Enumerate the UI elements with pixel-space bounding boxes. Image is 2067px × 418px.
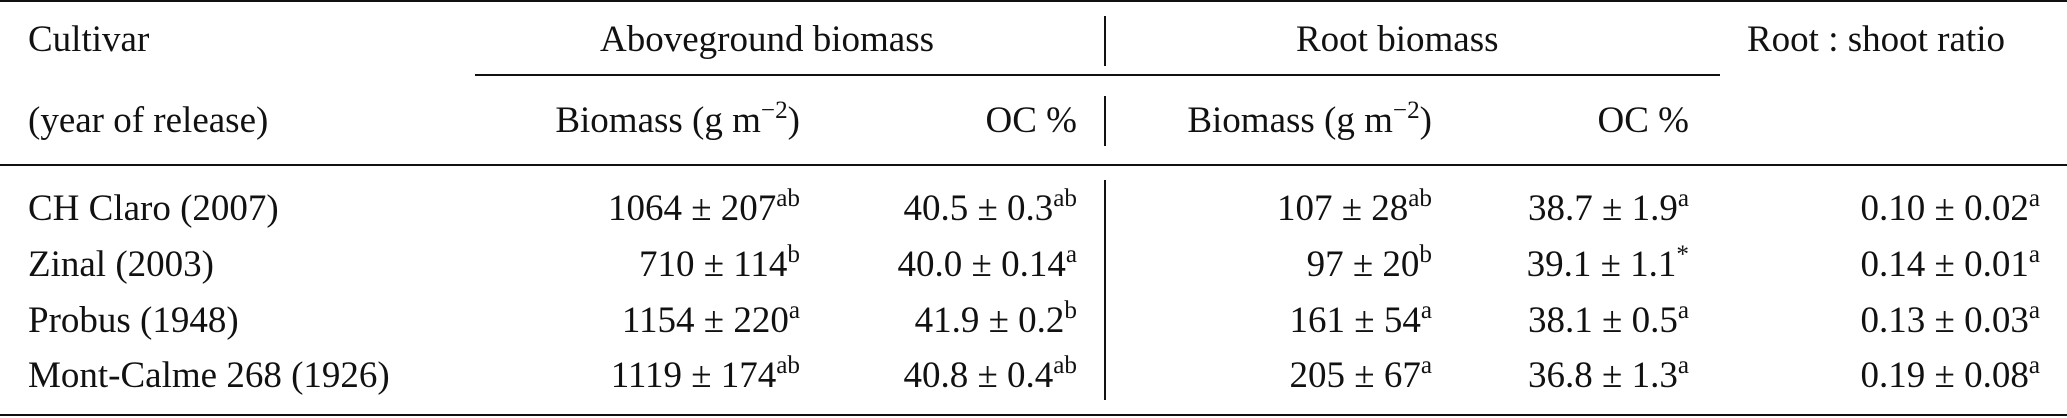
cell-root-biomass: 205 ± 67a xyxy=(1289,352,1432,396)
cell-root-oc: 36.8 ± 1.3a xyxy=(1528,352,1689,396)
cell-ratio: 0.10 ± 0.02a xyxy=(1860,185,2040,229)
aboveground-group-rule xyxy=(475,74,1105,76)
cell-ratio: 0.13 ± 0.03a xyxy=(1860,297,2040,341)
cell-root-biomass: 161 ± 54a xyxy=(1289,297,1432,341)
cell-root-biomass: 107 ± 28ab xyxy=(1276,185,1432,229)
cell-ratio: 0.14 ± 0.01a xyxy=(1860,241,2040,285)
header-aboveground-biomass: Aboveground biomass xyxy=(600,19,934,60)
cell-ag-biomass: 1064 ± 207ab xyxy=(607,185,800,229)
header-root-biomass: Root biomass xyxy=(1296,19,1499,60)
cell-root-biomass: 97 ± 20b xyxy=(1306,241,1432,285)
header-ag-oc: OC % xyxy=(985,100,1077,141)
header-year-of-release: (year of release) xyxy=(28,100,269,141)
cell-root-oc: 38.1 ± 0.5a xyxy=(1528,297,1689,341)
header-root-oc: OC % xyxy=(1597,100,1689,141)
header-root-biomass-unit: Biomass (g m−2) xyxy=(1187,97,1432,141)
cell-cultivar: CH Claro (2007) xyxy=(28,188,279,229)
cell-ag-biomass: 1119 ± 174ab xyxy=(610,352,800,396)
cell-ag-oc: 40.0 ± 0.14a xyxy=(897,241,1077,285)
cell-ratio: 0.19 ± 0.08a xyxy=(1860,352,2040,396)
cell-root-oc: 39.1 ± 1.1* xyxy=(1526,241,1689,285)
cell-ag-oc: 40.5 ± 0.3ab xyxy=(903,185,1077,229)
top-rule xyxy=(0,0,2067,2)
cell-ag-biomass: 710 ± 114b xyxy=(638,241,800,285)
header-ag-biomass-unit: Biomass (g m−2) xyxy=(555,97,800,141)
cell-cultivar: Probus (1948) xyxy=(28,300,239,341)
group-separator-subheader xyxy=(1104,96,1106,146)
cell-ag-biomass: 1154 ± 220a xyxy=(621,297,800,341)
header-cultivar: Cultivar xyxy=(28,19,150,60)
cell-root-oc: 38.7 ± 1.9a xyxy=(1528,185,1689,229)
root-group-rule xyxy=(1105,74,1720,76)
group-separator-top xyxy=(1104,16,1106,66)
header-root-shoot-ratio: Root : shoot ratio xyxy=(1747,19,2005,60)
cell-cultivar: Mont-Calme 268 (1926) xyxy=(28,355,390,396)
header-bottom-rule xyxy=(0,164,2067,166)
cell-ag-oc: 41.9 ± 0.2b xyxy=(914,297,1077,341)
cell-cultivar: Zinal (2003) xyxy=(28,244,214,285)
group-separator-body xyxy=(1104,180,1106,400)
bottom-rule xyxy=(0,414,2067,416)
cell-ag-oc: 40.8 ± 0.4ab xyxy=(903,352,1077,396)
